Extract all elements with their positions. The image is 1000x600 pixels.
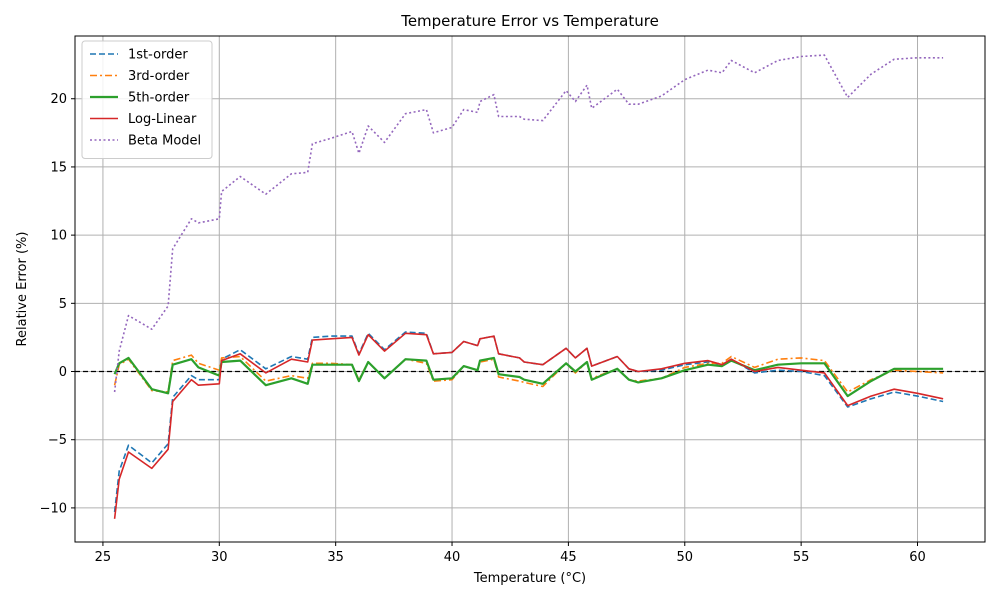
y-tick-label: 0: [59, 365, 67, 380]
series-layer: [113, 54, 944, 519]
legend-label: 5th-order: [128, 91, 190, 106]
x-tick-label: 55: [793, 550, 810, 565]
y-tick-label: −10: [40, 501, 67, 516]
x-tick-label: 25: [95, 550, 112, 565]
x-tick-label: 45: [560, 550, 577, 565]
legend-box: [81, 40, 213, 159]
x-axis: 25 30 35 40 45 50 55 60: [95, 542, 926, 565]
legend: 1st-order 3rd-order 5th-order Log-Linear Bet…: [81, 40, 213, 159]
series-line-beta-model: [113, 54, 944, 393]
legend-label: Log-Linear: [128, 112, 197, 127]
y-tick-label: 10: [50, 229, 67, 244]
y-axis-label: Relative Error (%): [15, 232, 30, 347]
legend-label: 1st-order: [128, 48, 188, 63]
x-tick-label: 35: [327, 550, 344, 565]
y-tick-label: 15: [50, 160, 67, 175]
y-axis: −10 −5 0 5 10 15 20: [40, 92, 75, 516]
legend-label: 3rd-order: [128, 69, 190, 84]
plot-frame: [74, 35, 986, 543]
legend-label: Beta Model: [128, 134, 201, 149]
x-tick-label: 30: [211, 550, 228, 565]
x-tick-label: 60: [909, 550, 926, 565]
grid: [75, 36, 985, 542]
y-tick-label: 20: [50, 92, 67, 107]
y-tick-label: 5: [59, 297, 67, 312]
x-tick-label: 50: [676, 550, 693, 565]
y-tick-label: −5: [48, 433, 67, 448]
x-tick-label: 40: [444, 550, 461, 565]
series-line-log-linear: [113, 332, 944, 519]
chart-title: Temperature Error vs Temperature: [400, 12, 659, 30]
series-line-3rd-order: [113, 354, 944, 393]
x-axis-label: Temperature (°C): [473, 571, 586, 586]
